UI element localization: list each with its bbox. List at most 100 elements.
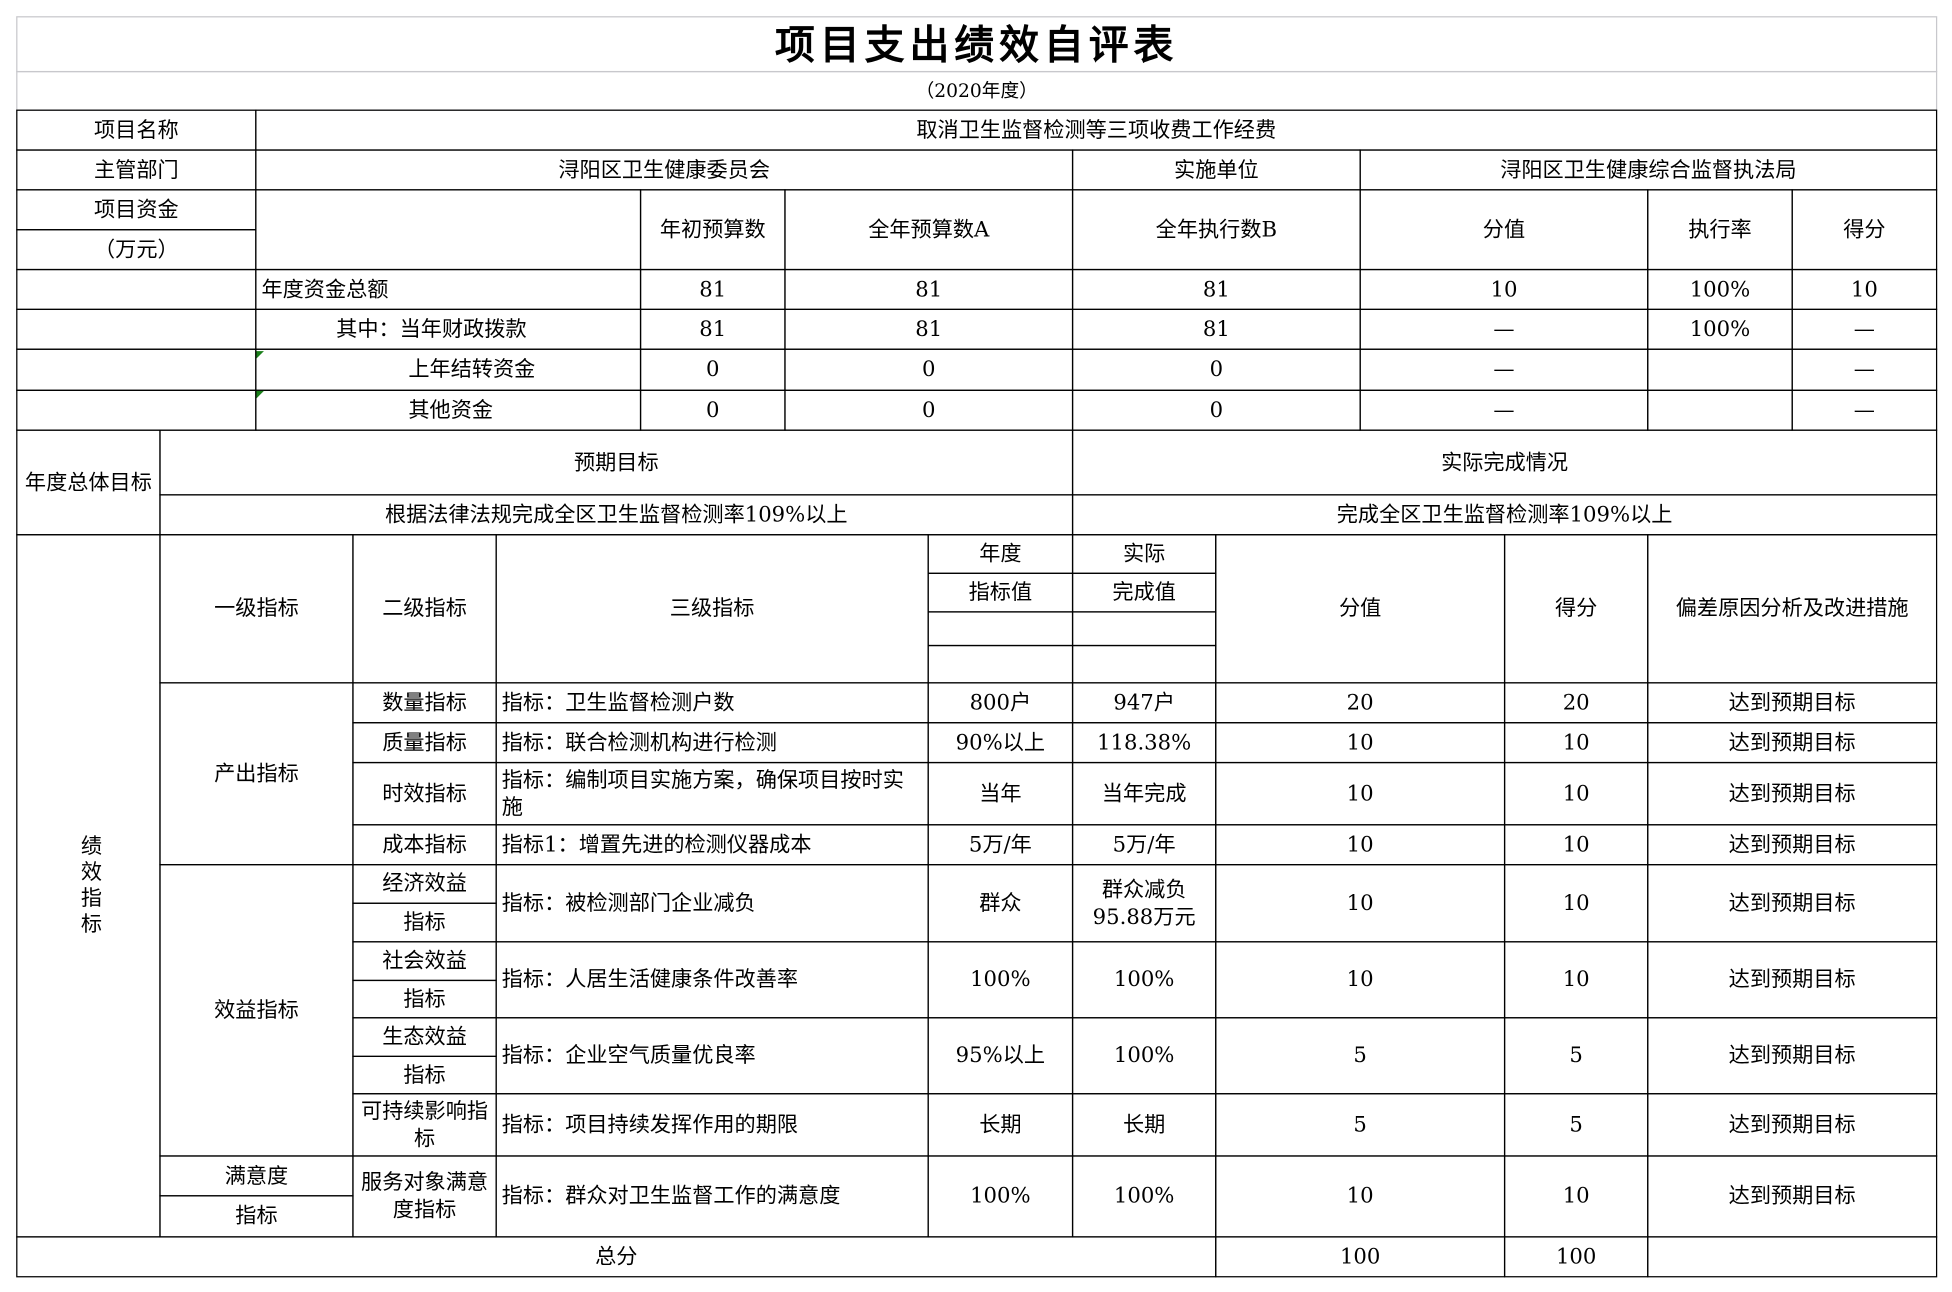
target-cell-text: 100%	[970, 967, 1031, 993]
analysis-header: 偏差原因分析及改进措施	[1647, 534, 1938, 684]
funds-label: 项目资金	[16, 189, 257, 231]
score-header-text: 得分	[1555, 596, 1598, 622]
score-cell: 10	[1503, 824, 1649, 866]
funds-cell	[1647, 389, 1793, 431]
target-cell-text: 90%以上	[955, 730, 1046, 756]
funds-cell-text: 100%	[1689, 277, 1751, 302]
actual-completion-header: 实际完成情况	[1071, 429, 1938, 496]
level2-cell-2: 指标	[352, 1055, 497, 1095]
funds-cell-text: —	[1493, 397, 1515, 423]
level3-cell-text: 指标：企业空气质量优良率	[501, 1043, 756, 1069]
funds-cell: 81	[1071, 268, 1361, 311]
level1-output-text: 产出指标	[214, 761, 299, 787]
score-cell: 10	[1503, 864, 1649, 943]
funds-cell: —	[1791, 348, 1938, 391]
target-cell: 90%以上	[927, 722, 1074, 764]
dept-label-text: 主管部门	[93, 157, 179, 183]
funds-row-label: 上年结转资金	[255, 348, 642, 391]
funds-row-label-text: 其中：当年财政拨款	[336, 316, 527, 342]
actual-cell-text: 5万/年	[1112, 832, 1176, 858]
actual-cell: 当年完成	[1071, 761, 1217, 826]
analysis-cell-text: 达到预期目标	[1728, 730, 1856, 756]
analysis-cell: 达到预期目标	[1647, 722, 1938, 764]
level2-cell-text: 可持续影响指标	[361, 1098, 489, 1152]
score-cell: 10	[1503, 1155, 1649, 1238]
level2-cell-2-text: 指标	[403, 1062, 446, 1088]
funds-cell: —	[1791, 308, 1938, 350]
target-cell-text: 当年	[979, 781, 1022, 807]
sheet-title: 项目支出绩效自评表	[16, 16, 1938, 73]
funds-header: 年初预算数	[639, 189, 786, 271]
level2-cell: 服务对象满意度指标	[352, 1155, 497, 1238]
funds-cell: 0	[1071, 348, 1361, 391]
analysis-cell: 达到预期目标	[1647, 761, 1938, 826]
level2-cell-text: 时效指标	[382, 781, 467, 807]
score-cell-text: 10	[1562, 832, 1590, 858]
level1-benefit-text: 效益指标	[214, 997, 299, 1023]
actual-cell: 947户	[1071, 682, 1217, 724]
actual-header-text: 实际	[1122, 541, 1166, 567]
score-cell: 5	[1503, 1093, 1649, 1157]
level3-cell: 指标：人居生活健康条件改善率	[495, 941, 929, 1019]
score-value-cell: 10	[1215, 864, 1506, 943]
score-value-header: 分值	[1215, 534, 1506, 684]
score-cell-text: 10	[1562, 967, 1590, 993]
funds-row-blank	[16, 268, 257, 311]
sheet-subtitle: （2020年度）	[16, 70, 1938, 111]
level3-cell: 指标：联合检测机构进行检测	[495, 722, 929, 764]
funds-cell-text: 0	[706, 357, 720, 383]
funds-header: 全年预算数A	[784, 189, 1074, 271]
funds-cell-text: 10	[1490, 277, 1518, 302]
blank	[927, 644, 1074, 684]
blank	[927, 611, 1074, 647]
funds-cell: —	[1359, 308, 1649, 350]
analysis-cell-text: 达到预期目标	[1728, 1043, 1856, 1069]
level2-cell-text: 服务对象满意度指标	[361, 1170, 489, 1223]
target-cell: 群众	[927, 864, 1074, 943]
total-value-text: 100	[1339, 1244, 1381, 1270]
level2-cell: 数量指标	[352, 682, 497, 724]
funds-cell-text: 81	[1202, 277, 1230, 302]
analysis-cell-text: 达到预期目标	[1728, 1112, 1856, 1138]
funds-cell-text: —	[1493, 316, 1515, 342]
total-blank	[1647, 1236, 1938, 1278]
level3-cell: 指标：被检测部门企业减负	[495, 864, 929, 943]
total-score-text: 100	[1555, 1244, 1597, 1270]
funds-cell: 81	[639, 268, 786, 311]
project-name-label: 项目名称	[16, 109, 257, 151]
funds-row-label: 其中：当年财政拨款	[255, 308, 642, 350]
target-cell: 800户	[927, 682, 1074, 724]
score-value-header-text: 分值	[1338, 596, 1382, 622]
level3-cell: 指标：卫生监督检测户数	[495, 682, 929, 724]
funds-cell: 0	[784, 348, 1074, 391]
analysis-cell: 达到预期目标	[1647, 682, 1938, 724]
funds-header-text: 分值	[1482, 217, 1526, 243]
score-value-cell: 20	[1215, 682, 1506, 724]
target-cell: 100%	[927, 941, 1074, 1019]
level3-header-text: 三级指标	[669, 596, 755, 622]
analysis-cell-text: 达到预期目标	[1728, 967, 1856, 993]
analysis-cell-text: 达到预期目标	[1728, 832, 1856, 858]
funds-cell-text: —	[1853, 357, 1875, 383]
total-score: 100	[1503, 1236, 1649, 1278]
expected-goal-header-text: 预期目标	[573, 450, 659, 475]
level3-cell: 指标1：增置先进的检测仪器成本	[495, 824, 929, 866]
score-value-cell-text: 10	[1346, 1183, 1374, 1209]
target-cell: 95%以上	[927, 1017, 1074, 1095]
funds-row-label: 其他资金	[255, 389, 642, 431]
level2-cell: 质量指标	[352, 722, 497, 764]
funds-cell: 81	[1071, 308, 1361, 350]
score-value-cell: 10	[1215, 941, 1506, 1019]
actual-cell: 118.38%	[1071, 722, 1217, 764]
funds-cell: 10	[1359, 268, 1649, 311]
level2-cell: 成本指标	[352, 824, 497, 866]
funds-unit-label-text: （万元）	[93, 237, 179, 263]
funds-cell: 100%	[1647, 268, 1793, 311]
level1-output: 产出指标	[159, 682, 354, 866]
level3-cell: 指标：企业空气质量优良率	[495, 1017, 929, 1095]
funds-cell-text: 81	[915, 277, 943, 302]
actual-cell-text: 118.38%	[1097, 730, 1192, 756]
actual-cell-text: 100%	[1113, 1043, 1175, 1069]
funds-cell: 0	[639, 389, 786, 431]
